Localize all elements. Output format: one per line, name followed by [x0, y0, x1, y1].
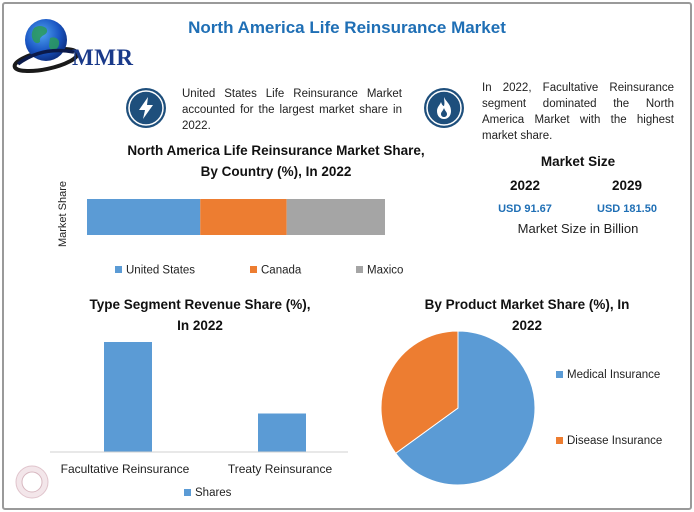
market-size-value-2029: USD 181.50 — [597, 203, 657, 215]
country-chart-title: North America Life Reinsurance Market Sh… — [96, 140, 456, 182]
market-size-year-2029: 2029 — [611, 178, 643, 193]
type-legend-label: Shares — [195, 487, 232, 499]
country-legend-label-united-states: United States — [126, 265, 195, 277]
pie-legend-swatch-medical-insurance — [556, 371, 563, 378]
pie-legend-label-medical-insurance: Medical Insurance — [567, 369, 660, 381]
country-chart-title-line-2: By Country (%), In 2022 — [200, 164, 352, 179]
pie-legend-label-disease-insurance: Disease Insurance — [567, 435, 662, 447]
mmr-logo — [12, 19, 80, 74]
watermark-logo — [15, 465, 49, 499]
pie-legend-swatch-disease-insurance — [556, 437, 563, 444]
product-chart-title-line-1: By Product Market Share (%), In — [424, 297, 630, 312]
market-size-unit: Market Size in Billion — [517, 221, 639, 236]
type-legend-swatch — [184, 489, 191, 496]
country-legend-label-maxico: Maxico — [367, 265, 403, 277]
country-chart-ylabel: Market Share — [57, 181, 69, 247]
brand-name: MMR — [72, 45, 134, 70]
note-left-badge — [126, 88, 166, 128]
market-size-value-2022: USD 91.67 — [498, 203, 552, 215]
pie-slice-disease-insurance — [380, 330, 459, 454]
country-bar-maxico — [286, 199, 385, 235]
country-bar-united-states — [87, 199, 201, 235]
country-chart-title-line-1: North America Life Reinsurance Market Sh… — [127, 143, 425, 158]
type-category-label-facultative: Facultative Reinsurance — [60, 462, 190, 476]
product-chart-title: By Product Market Share (%), In 2022 — [402, 294, 652, 336]
market-size-year-2022: 2022 — [509, 178, 541, 193]
type-chart-title: Type Segment Revenue Share (%), In 2022 — [50, 294, 350, 336]
type-chart-title-line-1: Type Segment Revenue Share (%), — [89, 297, 311, 312]
product-chart-title-line-2: 2022 — [511, 318, 543, 333]
country-legend-swatch-maxico — [356, 266, 363, 273]
page-title: North America Life Reinsurance Market — [188, 18, 506, 37]
market-size-title: Market Size — [540, 154, 616, 169]
type-bar-facultative-reinsurance — [104, 342, 152, 452]
note-left-text: United States Life Reinsurance Market ac… — [182, 88, 402, 132]
flame-icon — [426, 90, 462, 126]
pie-slice-medical-insurance — [395, 330, 536, 486]
note-right-badge — [424, 88, 464, 128]
type-chart-title-line-2: In 2022 — [177, 318, 223, 333]
country-legend-label-canada: Canada — [261, 265, 302, 277]
note-right-text: In 2022, Facultative Reinsurance segment… — [482, 82, 674, 142]
lightning-icon — [128, 90, 164, 126]
country-legend-swatch-united-states — [115, 266, 122, 273]
type-bar-treaty-reinsurance — [258, 413, 306, 452]
type-segment-chart: Shares — [50, 342, 348, 499]
country-legend-swatch-canada — [250, 266, 257, 273]
country-bar-canada — [200, 199, 287, 235]
product-share-chart: Medical Insurance Disease Insurance — [380, 330, 662, 486]
country-share-chart: Market Share United States Canada Maxico — [57, 181, 403, 277]
type-category-label-treaty: Treaty Reinsurance — [227, 462, 333, 476]
